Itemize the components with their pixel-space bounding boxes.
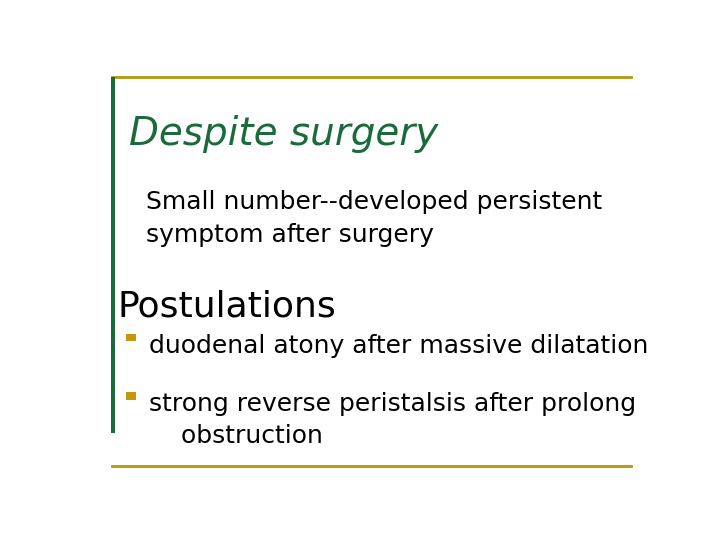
- Bar: [126, 334, 136, 341]
- Text: Postulations: Postulations: [118, 289, 337, 323]
- Text: Despite surgery: Despite surgery: [129, 114, 438, 153]
- Bar: [126, 392, 136, 400]
- Text: duodenal atony after massive dilatation: duodenal atony after massive dilatation: [148, 334, 648, 358]
- Text: Small number--developed persistent
symptom after surgery: Small number--developed persistent sympt…: [145, 190, 602, 247]
- Text: strong reverse peristalsis after prolong
    obstruction: strong reverse peristalsis after prolong…: [148, 392, 636, 448]
- Bar: [111, 77, 114, 433]
